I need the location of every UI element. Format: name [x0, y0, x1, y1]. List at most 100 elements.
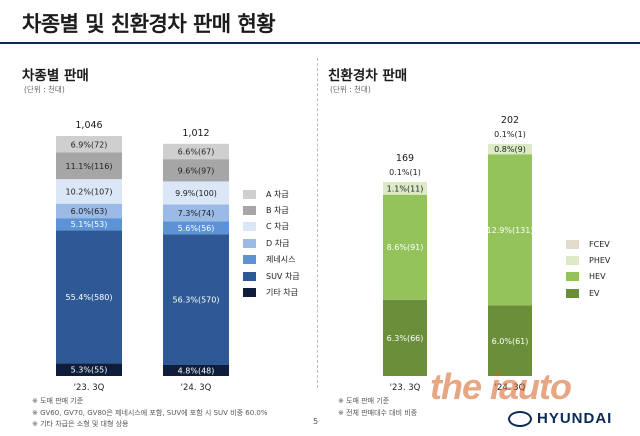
left-panel-title: 차종별 판매	[22, 68, 89, 84]
bar-value-label: 6.3%(66)	[387, 334, 424, 343]
eco-vehicle-sales-chart: 6.3%(66) 8.6%(91) 1.1%(11) 0.1%(1) 169 '23. 3…	[383, 115, 534, 393]
legend-swatch	[243, 206, 256, 216]
bar-segment-genesis	[56, 218, 122, 231]
legend-swatch	[243, 288, 256, 298]
bar-value-label: 55.4%(580)	[66, 293, 113, 302]
bar-value-label: 5.1%(53)	[71, 220, 108, 229]
bar-segment-b	[56, 152, 122, 180]
bar-segment-phev	[383, 181, 427, 195]
bar-segment-suv	[56, 230, 122, 364]
bar-value-label: 6.0%(63)	[71, 207, 108, 216]
hyundai-logo-icon	[508, 410, 532, 427]
bar-value-label: 9.6%(97)	[178, 166, 215, 175]
bar-segment-d	[163, 204, 229, 222]
brand-name: HYUNDAI	[537, 410, 613, 427]
left-panel-unit: (단위 : 천대)	[24, 85, 65, 94]
legend-label: EV	[589, 288, 600, 298]
right-panel-title: 친환경차 판매	[328, 68, 408, 84]
page-title: 차종별 및 친환경차 판매 현황	[22, 12, 276, 36]
legend-label: HEV	[589, 272, 606, 282]
legend-item: SUV 차급	[243, 268, 300, 284]
bar-total-label: 1,046	[75, 120, 102, 131]
legend-label: 제네시스	[266, 255, 296, 265]
bar-value-label: 6.0%(61)	[492, 337, 529, 346]
legend-label: SUV 차급	[266, 271, 300, 281]
bar-value-label: 5.6%(56)	[178, 224, 215, 233]
legend-swatch	[566, 256, 579, 266]
bar-value-label: 10.2%(107)	[66, 187, 113, 196]
bar-value-label: 11.1%(116)	[66, 162, 113, 171]
right-notes: ※ 도매 판매 기준 ※ 전체 판매대수 대비 비중	[338, 396, 417, 419]
bar-segment-hev	[383, 194, 427, 300]
legend-item: 기타 차급	[243, 284, 300, 300]
title-rule	[0, 42, 640, 44]
bar-segment-c	[56, 179, 122, 204]
bar-segment-hev	[488, 154, 532, 306]
bar-value-label: 12.9%(131)	[487, 226, 534, 235]
bar-total-label: 202	[501, 115, 519, 126]
page-number: 5	[313, 417, 319, 426]
legend-swatch	[566, 239, 579, 249]
category-label: '23. 3Q	[390, 383, 421, 393]
bar-segment-a	[56, 136, 122, 153]
brand-logo: HYUNDAI	[508, 410, 612, 427]
right-legend: FCEV PHEV HEV EV	[566, 236, 610, 302]
left-note: ※ GV60, GV70, GV80은 제네시스에 포함, SUV에 포함 시 …	[32, 408, 268, 417]
bar-segment-a	[163, 143, 229, 160]
bar-total-label: 169	[396, 153, 414, 164]
bar-total-label: 1,012	[182, 128, 209, 139]
legend-swatch	[566, 288, 579, 298]
bar-value-label: 56.3%(570)	[173, 296, 220, 305]
legend-label: A 차급	[266, 189, 289, 199]
legend-item: HEV	[566, 269, 610, 285]
bar-segment-b	[163, 159, 229, 182]
category-label: '24. 3Q	[181, 383, 212, 393]
bar-segment-other	[163, 364, 229, 376]
bar-value-label: 0.8%(9)	[494, 145, 526, 154]
legend-item: PHEV	[566, 252, 610, 268]
bar-value-label: 7.3%(74)	[178, 209, 215, 218]
bar-segment-other	[56, 363, 122, 376]
legend-label: C 차급	[266, 222, 289, 232]
legend-swatch	[243, 222, 256, 232]
legend-item: 제네시스	[243, 252, 300, 268]
right-note: ※ 전체 판매대수 대비 비중	[338, 408, 418, 417]
legend-swatch	[243, 271, 256, 281]
legend-label: 기타 차급	[266, 288, 298, 298]
vehicle-type-sales-chart: 5.3%(55) 55.4%(580) 5.1%(53) 6.0%(63) 10.2%(…	[56, 120, 229, 393]
bar-segment-ev	[488, 305, 532, 376]
left-note: ※ 도매 판매 기준	[32, 397, 84, 405]
bar-value-label: 6.9%(72)	[71, 140, 108, 149]
bar-value-label: 5.3%(55)	[71, 366, 108, 375]
legend-label: B 차급	[266, 206, 289, 216]
bar-value-label: 8.6%(91)	[387, 243, 424, 252]
bar-segment-suv	[163, 234, 229, 365]
bar-value-label: 4.8%(48)	[178, 366, 215, 375]
bar-value-label: 0.1%(1)	[494, 130, 526, 139]
category-label: '23. 3Q	[74, 383, 105, 393]
legend-item: D 차급	[243, 235, 300, 251]
watermark-logo: the iauto	[430, 366, 572, 407]
legend-item: C 차급	[243, 219, 300, 235]
legend-swatch	[243, 189, 256, 199]
bar-value-label: 6.6%(67)	[178, 147, 215, 156]
legend-item: EV	[566, 285, 610, 301]
bar-value-label: 1.1%(11)	[387, 184, 424, 193]
legend-item: FCEV	[566, 236, 610, 252]
bar-segment-c	[163, 181, 229, 205]
left-notes: ※ 도매 판매 기준 ※ GV60, GV70, GV80은 제네시스에 포함,…	[32, 396, 268, 431]
bar-value-label: 9.9%(100)	[175, 189, 217, 198]
bar-segment-ev	[383, 299, 427, 376]
category-label: '24. 3Q	[495, 383, 526, 393]
panel-divider	[317, 58, 319, 388]
legend-swatch	[243, 238, 256, 248]
right-note: ※ 도매 판매 기준	[338, 397, 390, 405]
legend-item: A 차급	[243, 186, 300, 202]
left-note: ※ 기타 차급은 소형 및 대형 상용	[32, 420, 129, 428]
legend-swatch	[566, 272, 579, 282]
legend-swatch	[243, 255, 256, 265]
bar-segment-genesis	[163, 221, 229, 235]
legend-label: PHEV	[589, 256, 611, 266]
legend-label: FCEV	[589, 239, 610, 249]
